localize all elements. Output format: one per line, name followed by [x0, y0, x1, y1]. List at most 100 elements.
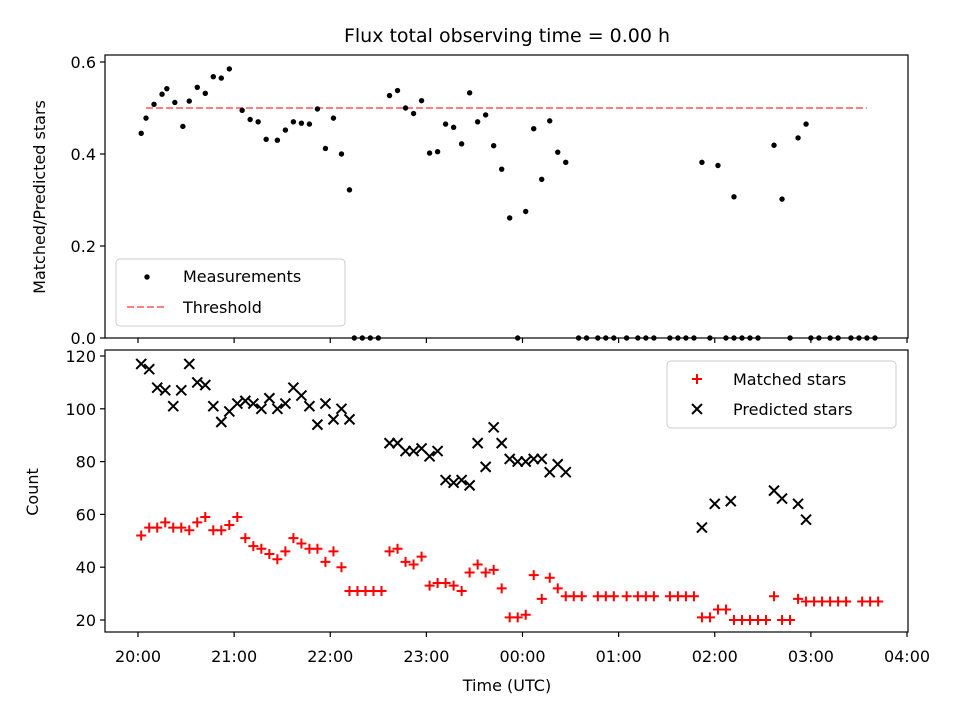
legend-predicted-marker	[691, 403, 703, 415]
measurement-point	[298, 120, 305, 126]
predicted-star-point	[231, 397, 244, 410]
matched-star-point	[328, 546, 339, 557]
predicted-star-point	[295, 389, 308, 402]
bottom-axes-frame	[104, 349, 909, 633]
measurement-point	[426, 150, 433, 156]
matched-star-point	[544, 572, 555, 583]
predicted-star-point	[207, 400, 220, 412]
x-axis-label: Time (UTC)	[462, 676, 551, 695]
matched-star-point	[520, 609, 531, 620]
measurement-point	[771, 142, 777, 148]
measurement-point	[180, 123, 186, 130]
measurement-point	[263, 136, 269, 142]
matched-star-point	[192, 517, 203, 528]
measurement-point	[306, 121, 313, 127]
predicted-star-point	[709, 498, 721, 510]
measurement-point	[138, 130, 144, 136]
matched-star-point	[400, 556, 411, 567]
top-legend: Measurements Threshold	[115, 258, 346, 327]
matched-star-point	[184, 525, 195, 536]
bottom-xtick-label: 22:00	[307, 647, 353, 666]
matched-star-point	[688, 591, 699, 602]
measurement-point	[506, 215, 513, 221]
predicted-star-point	[407, 445, 420, 457]
measurement-point	[386, 92, 393, 99]
measurement-point	[226, 66, 233, 72]
measurement-point	[795, 135, 801, 141]
measurement-point	[247, 116, 253, 123]
measurement-point	[563, 159, 569, 165]
measurement-point	[164, 85, 170, 92]
measurement-point	[418, 97, 425, 104]
matched-star-point	[200, 512, 211, 523]
bottom-panel: 20 40 60 80 100 120 20:00 21:00 22:00 23:00 00:00 0…	[23, 347, 930, 695]
matched-star-point	[512, 612, 523, 623]
predicted-star-point	[239, 395, 252, 407]
predicted-star-point	[423, 450, 436, 463]
measurement-point	[699, 159, 705, 165]
matched-star-point	[552, 583, 563, 594]
matched-star-point	[224, 519, 235, 530]
bottom-ytick-label: 100	[65, 400, 96, 419]
matched-star-point	[536, 593, 547, 604]
measurement-point	[172, 99, 178, 106]
measurement-point	[523, 208, 529, 215]
predicted-star-point	[215, 416, 228, 428]
measurement-point	[202, 90, 208, 96]
predicted-star-point	[455, 474, 468, 486]
matched-star-point	[280, 546, 291, 557]
measurement-point	[731, 194, 737, 200]
measurement-point	[442, 121, 449, 127]
measurement-point	[290, 119, 297, 125]
predicted-star-point	[183, 358, 195, 370]
measurement-point	[330, 115, 337, 121]
measurement-point	[498, 166, 505, 172]
matched-star-point	[152, 522, 163, 533]
matched-star-point	[480, 567, 491, 578]
matched-star-point	[793, 593, 804, 604]
matched-star-point	[448, 580, 459, 591]
measurement-point	[531, 126, 537, 132]
bottom-ytick-label: 120	[65, 347, 96, 366]
predicted-star-point	[725, 495, 737, 507]
bottom-xtick-label: 21:00	[211, 647, 257, 666]
bottom-xtick-label: 04:00	[884, 647, 930, 666]
matched-star-point	[336, 562, 347, 573]
matched-star-point	[769, 591, 780, 602]
top-ytick-label: 0.6	[71, 53, 96, 72]
matched-star-point	[621, 591, 632, 602]
chart-title: Flux total observing time = 0.00 h	[344, 25, 670, 47]
predicted-star-point	[696, 521, 708, 534]
predicted-star-point	[191, 376, 203, 389]
measurement-point	[218, 75, 225, 81]
matched-star-point	[496, 583, 507, 594]
matched-star-point	[272, 554, 283, 565]
predicted-star-point	[271, 403, 284, 415]
predicted-star-point	[447, 477, 460, 489]
predicted-star-point	[800, 513, 812, 526]
measurement-point	[490, 143, 497, 149]
top-ytick-label: 0.2	[71, 237, 96, 256]
top-ytick-label: 0.0	[71, 329, 96, 348]
measurement-point	[474, 119, 481, 125]
measurement-point	[539, 176, 545, 182]
predicted-star-point	[471, 437, 484, 449]
bottom-y-axis-label: Count	[23, 468, 42, 516]
matched-star-point	[576, 591, 587, 602]
predicted-star-point	[776, 492, 788, 505]
legend-measurements-marker	[144, 274, 150, 280]
matched-star-point	[376, 585, 387, 596]
matched-star-point	[320, 556, 331, 567]
bottom-legend-box	[666, 360, 897, 429]
predicted-star-point	[335, 403, 348, 415]
predicted-star-point	[303, 400, 316, 412]
predicted-star-point	[792, 498, 804, 510]
measurement-point	[159, 91, 165, 97]
predicted-star-point	[135, 358, 147, 370]
predicted-star-point	[159, 384, 171, 397]
bottom-xtick-label: 23:00	[403, 647, 449, 666]
matched-star-point	[873, 596, 884, 607]
matched-star-point	[608, 591, 619, 602]
measurement-point	[779, 196, 785, 202]
predicted-star-point	[327, 413, 340, 426]
